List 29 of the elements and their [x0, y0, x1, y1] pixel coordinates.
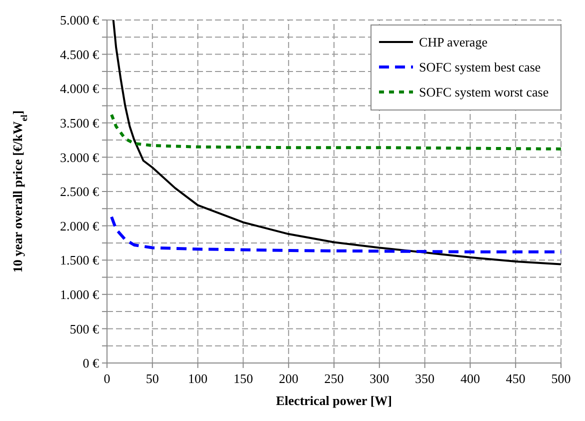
- y-tick-label: 2.000 €: [60, 218, 100, 234]
- x-tick-label: 500: [551, 371, 571, 386]
- y-tick-label: 4.000 €: [60, 81, 100, 96]
- y-tick-label: 500 €: [70, 321, 100, 336]
- y-tick-label: 2.500 €: [60, 184, 100, 200]
- x-tick-label: 100: [188, 371, 208, 386]
- y-tick-label: 0 €: [82, 356, 100, 371]
- y-tick-label: 1.500 €: [60, 252, 100, 268]
- y-tick-label: 4.500 €: [60, 46, 100, 62]
- line-series: [112, 19, 562, 266]
- y-tick-label: 1.000 €: [60, 286, 100, 302]
- y-tick-label: 5.000 €: [60, 12, 100, 28]
- x-tick-label: 50: [146, 371, 159, 386]
- x-tick-label: 300: [370, 371, 390, 386]
- y-tick-label: 3.500 €: [60, 115, 100, 130]
- legend-label: SOFC system best case: [419, 60, 541, 75]
- line-series: [110, 215, 562, 254]
- x-tick-label: 150: [233, 371, 253, 386]
- x-tick-label: 0: [104, 371, 110, 386]
- legend-label: CHP average: [419, 34, 488, 50]
- x-axis-title: Electrical power [W]: [276, 393, 392, 408]
- x-tick-label: 400: [460, 371, 480, 386]
- x-tick-label: 250: [324, 371, 344, 386]
- x-tick-label: 350: [415, 371, 435, 386]
- y-tick-label: 3.000 €: [60, 150, 100, 165]
- x-tick-label: 200: [278, 371, 298, 386]
- legend-label: SOFC system worst case: [419, 84, 549, 100]
- x-tick-label: 450: [506, 371, 526, 386]
- line-series: [110, 113, 562, 150]
